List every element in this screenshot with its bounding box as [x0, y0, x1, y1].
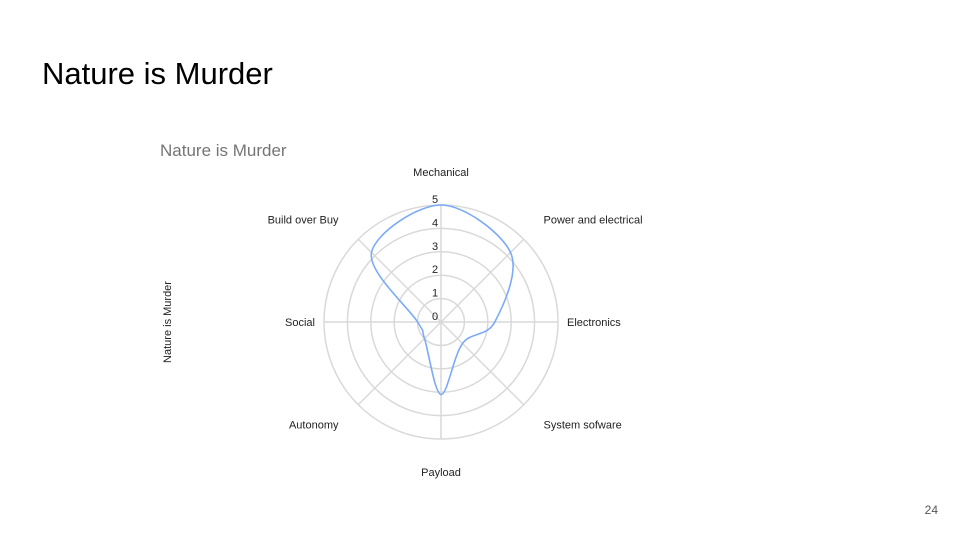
category-label: Social [285, 317, 315, 329]
category-label: Payload [421, 467, 461, 479]
y-axis-label: Nature is Murder [162, 281, 174, 363]
category-label: Electronics [567, 317, 621, 329]
category-label: System sofware [544, 420, 622, 432]
category-labels: Mechanical Power and electrical Electronic… [268, 167, 643, 479]
category-label: Build over Buy [268, 215, 339, 227]
chart-title: Nature is Murder [160, 141, 287, 160]
grid-spoke [357, 238, 442, 323]
category-label: Power and electrical [544, 215, 643, 227]
slide-title: Nature is Murder [42, 56, 273, 91]
radar-grid [323, 204, 559, 440]
tick-label: 0 [432, 311, 438, 323]
tick-label: 3 [432, 241, 438, 253]
tick-label: 5 [432, 194, 438, 206]
grid-spoke [440, 321, 525, 406]
series-line [370, 204, 514, 396]
tick-label: 4 [432, 217, 438, 229]
category-label: Mechanical [413, 167, 469, 179]
category-label: Autonomy [289, 420, 339, 432]
tick-label: 1 [432, 288, 438, 300]
tick-labels: 0 1 2 3 4 5 [432, 194, 438, 323]
tick-label: 2 [432, 264, 438, 276]
grid-spoke [357, 321, 442, 406]
series-layer [370, 204, 514, 396]
page-number: 24 [924, 503, 938, 517]
